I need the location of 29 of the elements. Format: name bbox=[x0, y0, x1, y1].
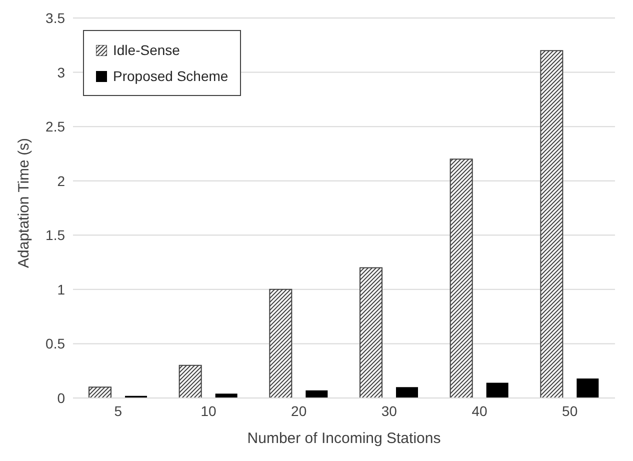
bar bbox=[396, 387, 418, 398]
x-tick-label: 30 bbox=[381, 402, 398, 419]
bar bbox=[450, 158, 473, 398]
legend-label: Idle-Sense bbox=[113, 41, 180, 60]
bar bbox=[360, 267, 382, 398]
bar bbox=[486, 382, 508, 398]
y-tick-label: 0.5 bbox=[46, 336, 66, 352]
y-tick-label: 2 bbox=[57, 172, 66, 189]
x-tick-label: 20 bbox=[291, 402, 307, 419]
legend-label: Proposed Scheme bbox=[113, 67, 228, 86]
y-tick-label: 0 bbox=[57, 390, 66, 406]
bar bbox=[306, 390, 328, 398]
y-tick-label: 1.5 bbox=[46, 227, 66, 244]
x-tick-label: 40 bbox=[472, 402, 488, 419]
bar bbox=[88, 386, 112, 398]
y-axis-title: Adaptation Time (s) bbox=[15, 138, 32, 268]
y-tick-label: 1 bbox=[57, 281, 66, 298]
bar bbox=[178, 364, 202, 398]
bar bbox=[576, 378, 599, 398]
y-tick-label: 2.5 bbox=[46, 118, 66, 135]
y-tick-label: 3.5 bbox=[46, 10, 66, 26]
x-axis-title: Number of Incoming Stations bbox=[247, 430, 441, 447]
x-tick-label: 5 bbox=[114, 402, 122, 419]
bar bbox=[269, 288, 292, 398]
y-tick-label: 3 bbox=[57, 64, 66, 80]
bar bbox=[215, 394, 238, 398]
x-tick-label: 50 bbox=[562, 402, 578, 419]
x-tick-label: 10 bbox=[200, 402, 216, 419]
bar bbox=[540, 50, 564, 398]
